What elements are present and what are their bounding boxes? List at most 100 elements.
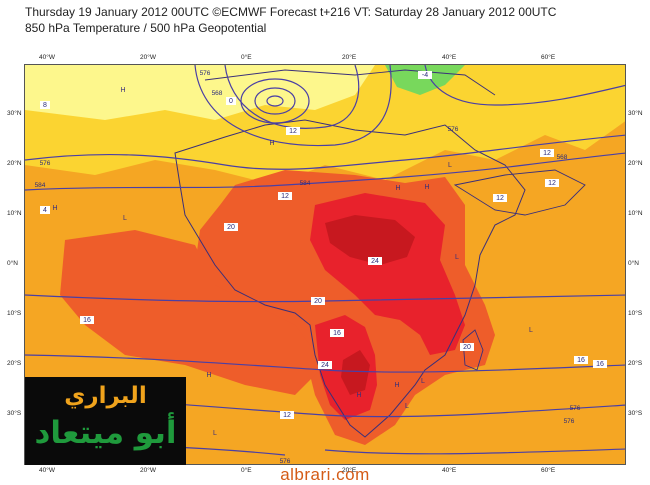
temperature-label-box [330, 329, 344, 337]
geopotential-label: 568 [557, 154, 568, 161]
temperature-label-box [574, 356, 588, 364]
lat-tick-label-right: 20°N [628, 160, 643, 167]
arabia-coastline [453, 169, 586, 216]
temperature-label: 16 [333, 330, 341, 337]
pressure-center-label: H [394, 382, 399, 389]
extreme-heat-core [325, 215, 415, 265]
temperature-label-box [40, 206, 50, 214]
temperature-label-box [226, 97, 236, 105]
pressure-center-label: H [120, 87, 125, 94]
temperature-label-box [460, 343, 474, 351]
albrari-logo: البراري أبو ميتعاد [25, 377, 186, 465]
temperature-label: 12 [283, 412, 291, 419]
lon-tick-label-bottom: 20°E [342, 467, 357, 474]
geopotential-label: 576 [570, 405, 581, 412]
lat-tick-label-left: 10°S [7, 310, 22, 317]
lon-tick-label-top: 20°E [342, 54, 357, 61]
pressure-center-label: L [213, 430, 217, 437]
lat-tick-label-left: 10°N [7, 210, 22, 217]
lon-tick-label-bottom: 40°W [39, 467, 55, 474]
lat-tick-label-right: 20°S [628, 360, 643, 367]
lat-tick-label-left: 0°N [7, 260, 18, 267]
temperature-label-box [40, 101, 50, 109]
temperature-label: 12 [548, 180, 556, 187]
lat-tick-label-left: 30°N [7, 110, 22, 117]
lat-tick-label-left: 30°S [7, 410, 22, 417]
temperature-label-box [368, 257, 382, 265]
geopotential-label: 576 [40, 160, 51, 167]
temperature-label: 16 [577, 357, 585, 364]
lat-tick-label-right: 30°S [628, 410, 643, 417]
extreme-heat-south [341, 350, 370, 395]
temperature-label: 12 [289, 128, 297, 135]
temperature-label-box [318, 361, 332, 369]
temperature-label-box [545, 179, 559, 187]
pressure-center-label: L [529, 327, 533, 334]
pressure-center-label: H [424, 184, 429, 191]
pressure-center-label: L [448, 162, 452, 169]
lon-tick-label-top: 60°E [541, 54, 556, 61]
pressure-center-label: H [356, 392, 361, 399]
temperature-label-box [540, 149, 554, 157]
pressure-center-label: L [455, 254, 459, 261]
lat-tick-label-left: 20°N [7, 160, 22, 167]
pressure-center-label: L [421, 378, 425, 385]
geopotential-label: 576 [564, 418, 575, 425]
lon-tick-label-top: 20°W [140, 54, 156, 61]
geopotential-contours [25, 65, 625, 456]
site-watermark: albrari.com [280, 465, 370, 484]
temperature-label: 12 [496, 195, 504, 202]
temperature-label: 4 [43, 207, 47, 214]
geopotential-label: 568 [212, 90, 223, 97]
lon-tick-label-top: 40°E [442, 54, 457, 61]
pressure-center-label: H [52, 205, 57, 212]
geopotential-label: 576 [280, 458, 291, 465]
temperature-label: 20 [463, 344, 471, 351]
logo-line-2: أبو ميتعاد [34, 415, 177, 451]
temperature-label: 0 [229, 98, 233, 105]
geopotential-label: 584 [35, 182, 46, 189]
temperature-label: 16 [83, 317, 91, 324]
temperature-label-box [280, 411, 294, 419]
temperature-label: 8 [43, 102, 47, 109]
temperature-label: 12 [543, 150, 551, 157]
temperature-label-box [311, 297, 325, 305]
temperature-label: 20 [314, 298, 322, 305]
europe-coastline [204, 69, 496, 96]
lat-tick-label-right: 0°N [628, 260, 639, 267]
temperature-label-box [224, 223, 238, 231]
geopotential-label: 584 [300, 180, 311, 187]
cold-pocket [385, 65, 465, 95]
temperature-label-box [418, 71, 432, 79]
map-subtitle: 850 hPa Temperature / 500 hPa Geopotenti… [25, 21, 267, 35]
temperature-label: 12 [281, 193, 289, 200]
madagascar-coastline [462, 329, 484, 371]
temperature-label: 24 [371, 258, 379, 265]
lon-tick-label-bottom: 60°E [541, 467, 556, 474]
pressure-center-label: L [123, 215, 127, 222]
temperature-label-box [286, 127, 300, 135]
lon-tick-label-bottom: 20°W [140, 467, 156, 474]
pressure-center-label: L [405, 403, 409, 410]
logo-line-1: البراري [64, 383, 147, 409]
temperature-label: 24 [321, 362, 329, 369]
pressure-center-label: H [395, 185, 400, 192]
lat-tick-label-right: 10°N [628, 210, 643, 217]
lat-tick-label-right: 30°N [628, 110, 643, 117]
temperature-label-box [278, 192, 292, 200]
geopotential-label: 576 [200, 70, 211, 77]
lat-tick-label-right: 10°S [628, 310, 643, 317]
temperature-label-box [493, 194, 507, 202]
pressure-center-label: H [269, 140, 274, 147]
geopotential-label: 576 [448, 126, 459, 133]
pressure-center-label: H [206, 372, 211, 379]
lat-tick-label-left: 20°S [7, 360, 22, 367]
lon-tick-label-top: 40°W [39, 54, 55, 61]
temperature-label-box [593, 360, 607, 368]
temperature-label: -4 [422, 72, 428, 79]
lon-tick-label-bottom: 40°E [442, 467, 457, 474]
lon-tick-label-bottom: 0°E [241, 467, 252, 474]
map-title: Thursday 19 January 2012 00UTC ©ECMWF Fo… [25, 5, 557, 19]
africa-coastline [174, 119, 526, 438]
temperature-label: 20 [227, 224, 235, 231]
